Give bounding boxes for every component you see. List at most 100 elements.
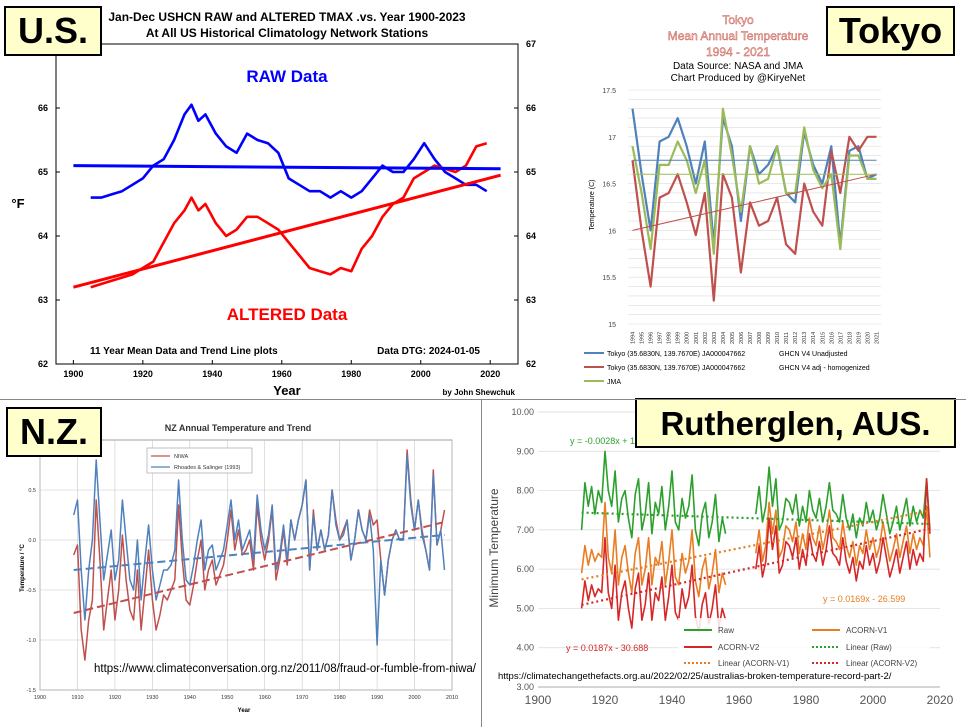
tokyo-y-axis-title: Temperature (C) — [589, 180, 596, 231]
tokyo-x-tick: 2008 — [757, 332, 763, 344]
us-x-tick: 2020 — [480, 369, 500, 379]
rutherglen-series-raw-part-2 — [755, 466, 931, 539]
us-x-tick: 1900 — [63, 369, 83, 379]
rutherglen-x-tick: 2000 — [860, 693, 887, 707]
tokyo-x-tick: 2020 — [865, 332, 871, 344]
rutherglen-legend-raw: Raw — [718, 626, 734, 635]
tokyo-x-tick: 2002 — [703, 332, 709, 344]
us-title-line2: At All US Historical Climatology Network… — [146, 26, 429, 40]
us-x-axis-title: Year — [273, 383, 300, 398]
rutherglen-legend-linear-raw: Linear (Raw) — [846, 643, 892, 652]
nz-legend-niwa: NIWA — [174, 454, 188, 460]
tokyo-series-ghcn-v4-adj-homogenized — [631, 135, 877, 302]
tokyo-legend-station-3: JMA — [607, 379, 621, 386]
tokyo-x-tick: 2013 — [802, 332, 808, 344]
us-x-tick: 1960 — [272, 369, 292, 379]
tokyo-legend-station-1: Tokyo (35.6830N, 139.7670E) JA000047662 — [607, 351, 745, 358]
rutherglen-legend-linear-v2: Linear (ACORN-V2) — [846, 659, 917, 668]
us-x-tick: 2000 — [411, 369, 431, 379]
tokyo-x-tick: 2021 — [874, 332, 880, 344]
rutherglen-x-tick: 1900 — [525, 693, 552, 707]
rutherglen-y-tick: 3.00 — [516, 682, 534, 692]
tokyo-x-tick: 2005 — [730, 332, 736, 344]
us-raw-label: RAW Data — [246, 67, 328, 86]
nz-legend: NIWA Rhoades & Salinger (1993) — [146, 447, 253, 474]
nz-y-axis-title: Temperature / °C — [20, 544, 26, 592]
tokyo-y-tick: 15 — [608, 322, 616, 329]
nz-y-tick: 0.5 — [28, 488, 36, 494]
rutherglen-eq-v2: y = 0.0187x - 30.688 — [566, 643, 648, 653]
tokyo-y-tick: 17 — [608, 135, 616, 142]
tokyo-source: Data Source: NASA and JMA — [673, 61, 803, 72]
rutherglen-x-tick: 1920 — [592, 693, 619, 707]
rutherglen-series-raw-part-1 — [580, 450, 727, 547]
us-series-altered-trend — [73, 173, 501, 289]
nz-legend-rs: Rhoades & Salinger (1993) — [174, 465, 241, 471]
rutherglen-eq-raw: y = -0.0028x + 12 — [570, 436, 640, 446]
us-y-tick-right: 67 — [526, 39, 536, 49]
nz-x-tick: 1980 — [334, 695, 346, 701]
nz-x-tick: 1960 — [259, 695, 271, 701]
nz-x-tick: 1930 — [146, 695, 158, 701]
nz-x-tick: 1950 — [221, 695, 233, 701]
tokyo-x-tick: 1998 — [667, 332, 673, 344]
tokyo-x-tick: 2004 — [721, 332, 727, 344]
divider-vertical — [481, 400, 482, 727]
us-y-tick-left: 62 — [38, 359, 48, 369]
tokyo-x-tick: 2006 — [739, 332, 745, 344]
rutherglen-y-tick: 8.00 — [516, 486, 534, 496]
us-x-tick: 1940 — [202, 369, 222, 379]
tokyo-x-tick: 2015 — [820, 332, 826, 344]
rutherglen-badge: Rutherglen, AUS. — [635, 398, 956, 448]
nz-x-axis-title: Year — [238, 708, 251, 714]
tokyo-x-tick: 1995 — [640, 332, 646, 344]
nz-chart-panel: NZ Annual Temperature and Trend -1.5 -1.0… — [0, 400, 482, 727]
us-note: 11 Year Mean Data and Trend Line plots — [90, 346, 278, 357]
nz-x-tick: 2000 — [408, 695, 420, 701]
tokyo-x-tick: 2018 — [847, 332, 853, 344]
nz-series-r-s-trend — [73, 534, 445, 571]
nz-title: NZ Annual Temperature and Trend — [165, 423, 312, 433]
us-series-raw-trend — [73, 164, 501, 171]
tokyo-x-tick: 2016 — [829, 332, 835, 344]
tokyo-x-tick: 2012 — [793, 332, 799, 344]
rutherglen-x-tick: 1980 — [793, 693, 820, 707]
tokyo-chart-panel: Tokyo Mean Annual Temperature 1994 - 202… — [573, 0, 966, 400]
rutherglen-eq-v1: y = 0.0169x - 26.599 — [823, 594, 905, 604]
tokyo-x-tick: 2001 — [694, 332, 700, 344]
nz-x-tick: 1970 — [296, 695, 308, 701]
us-x-tick: 1980 — [341, 369, 361, 379]
us-x-tick: 1920 — [133, 369, 153, 379]
tokyo-x-tick: 2009 — [766, 332, 772, 344]
us-y-axis-title: °F — [11, 196, 24, 211]
tokyo-x-tick: 1996 — [649, 332, 655, 344]
us-y-tick-left: 65 — [38, 167, 48, 177]
tokyo-series-adjusted-trend — [632, 173, 877, 231]
tokyo-x-tick: 2000 — [685, 332, 691, 344]
tokyo-y-tick: 16.5 — [602, 182, 616, 189]
tokyo-y-tick: 16 — [608, 228, 616, 235]
rutherglen-y-tick: 9.00 — [516, 446, 534, 456]
rutherglen-legend: Raw ACORN-V1 ACORN-V2 Linear (Raw) Linea… — [678, 618, 930, 670]
rutherglen-y-tick: 6.00 — [516, 564, 534, 574]
us-altered-label: ALTERED Data — [227, 305, 348, 324]
nz-source-url[interactable]: https://www.climateconversation.org.nz/2… — [93, 663, 476, 675]
tokyo-producer: Chart Produced by @KiryeNet — [671, 73, 806, 84]
nz-badge: N.Z. — [6, 407, 102, 457]
tokyo-x-tick: 2003 — [712, 332, 718, 344]
rutherglen-y-tick: 5.00 — [516, 603, 534, 613]
rutherglen-chart: 3.00 4.00 5.00 6.00 7.00 8.00 9.00 10.00 1900 192… — [487, 407, 954, 707]
tokyo-x-tick: 2007 — [748, 332, 754, 344]
us-y-tick-right: 63 — [526, 295, 536, 305]
rutherglen-series-acorn-v2-part-2 — [755, 478, 931, 582]
nz-chart: NZ Annual Temperature and Trend -1.5 -1.0… — [20, 423, 458, 714]
us-dtg: Data DTG: 2024-01-05 — [377, 346, 480, 357]
tokyo-chart: Tokyo Mean Annual Temperature 1994 - 202… — [584, 13, 881, 386]
us-y-tick-right: 65 — [526, 167, 536, 177]
rutherglen-source-url[interactable]: https://climatechangethefacts.org.au/202… — [498, 671, 892, 682]
rutherglen-x-tick: 1940 — [659, 693, 686, 707]
nz-y-tick: -1.5 — [27, 688, 36, 694]
tokyo-y-tick: 17.5 — [602, 88, 616, 95]
tokyo-x-tick: 1999 — [676, 332, 682, 344]
tokyo-x-tick: 1994 — [631, 332, 637, 344]
